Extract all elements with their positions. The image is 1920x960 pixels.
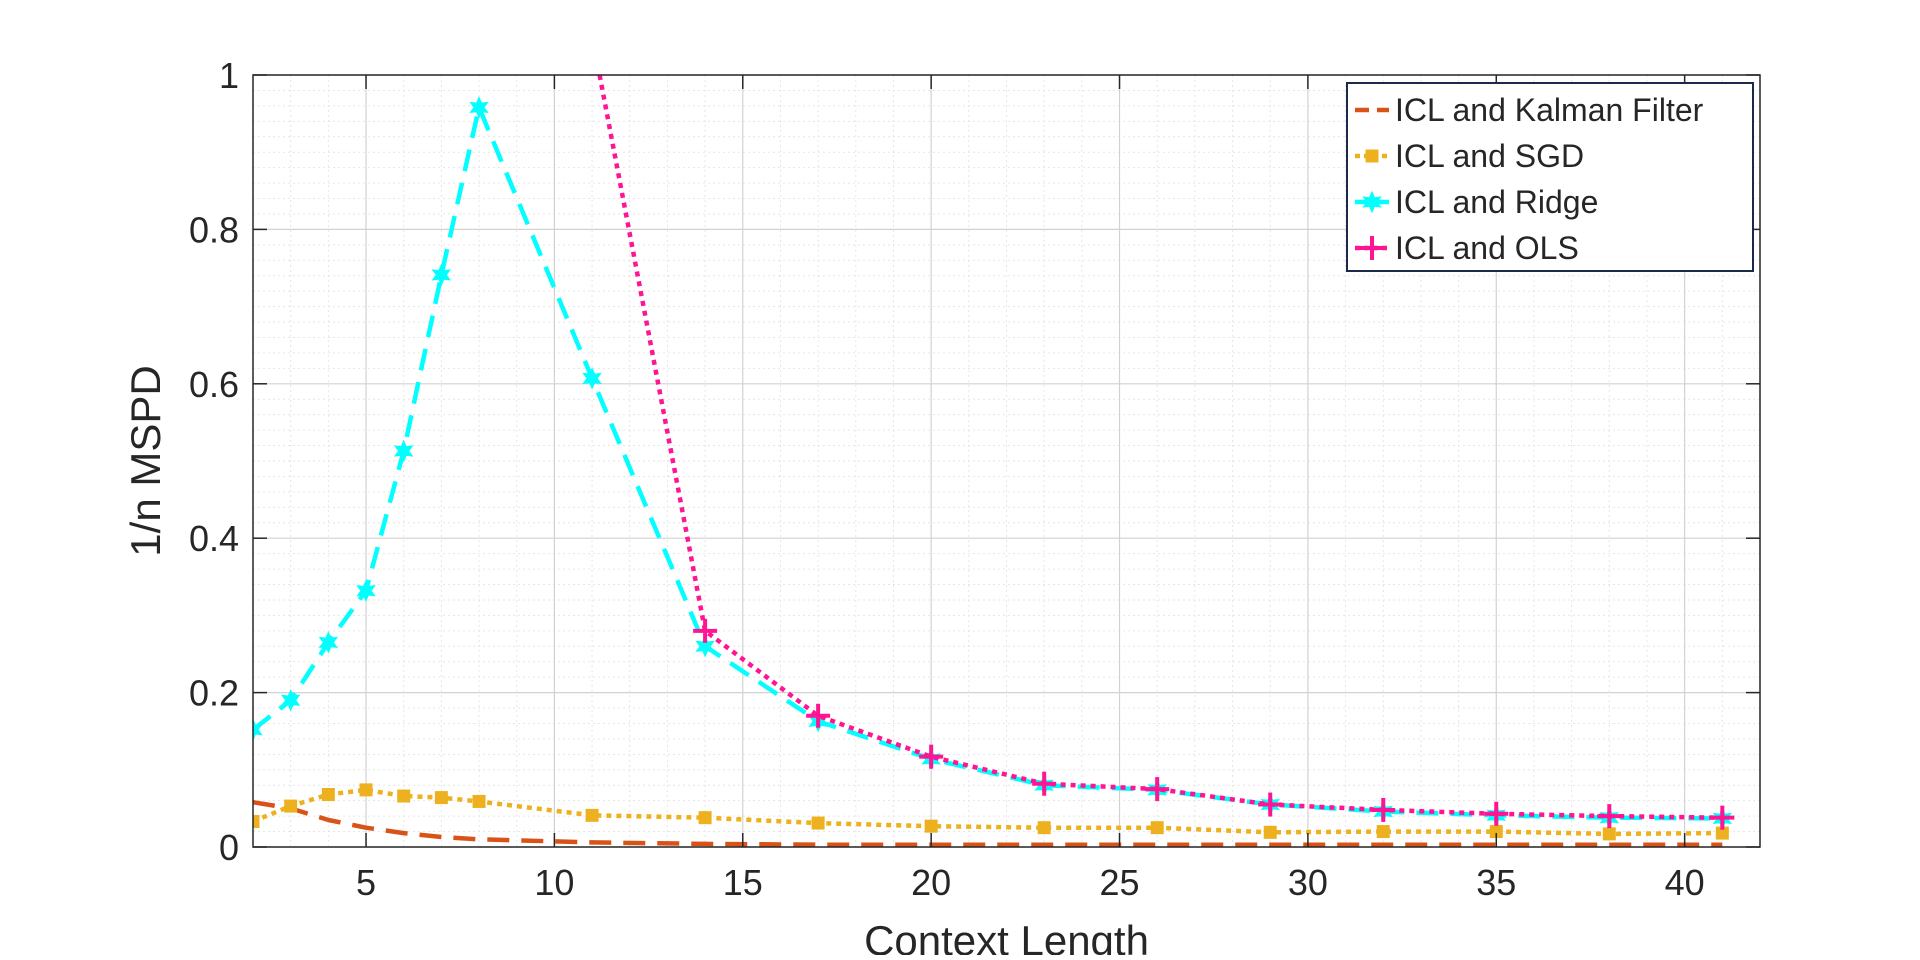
data-point (1150, 821, 1164, 835)
series-icl-and-ols (597, 75, 1735, 830)
data-point (284, 799, 298, 813)
data-point (1258, 792, 1283, 817)
data-point (1032, 771, 1057, 796)
legend: ICL and Kalman Filter ICL and SGD ICL and … (1346, 82, 1754, 272)
x-tick-label: 15 (723, 862, 763, 903)
data-point (924, 819, 938, 833)
data-point (811, 816, 825, 830)
y-axis-title: 1/n MSPD (122, 365, 169, 556)
series-layer (253, 75, 1735, 847)
data-point (359, 783, 373, 797)
legend-box (1346, 82, 1754, 272)
data-point (393, 439, 414, 463)
x-tick-label: 40 (1665, 862, 1705, 903)
data-point (253, 815, 260, 829)
data-point (1376, 825, 1390, 839)
legend-label: ICL and SGD (1395, 138, 1584, 174)
legend-item: ICL and SGD (1355, 138, 1584, 174)
x-tick-label: 10 (534, 862, 574, 903)
series-icl-and-sgd (253, 783, 1729, 841)
data-point (356, 579, 376, 602)
legend-label: ICL and Kalman Filter (1395, 92, 1704, 128)
data-point (280, 689, 301, 712)
x-tick-label: 25 (1100, 862, 1140, 903)
data-point (431, 263, 452, 287)
data-point (806, 703, 831, 728)
series-line (597, 75, 1723, 820)
data-point (693, 618, 718, 643)
x-tick-label: 5 (356, 862, 376, 903)
data-point (1145, 777, 1170, 802)
y-tick-label: 0 (219, 827, 239, 868)
data-point (397, 789, 411, 803)
data-point (1602, 827, 1616, 841)
x-tick-label: 35 (1476, 862, 1516, 903)
x-tick-label: 30 (1288, 862, 1328, 903)
legend-item: ICL and Kalman Filter (1355, 92, 1704, 128)
data-point (253, 718, 263, 741)
legend-item: ICL and Ridge (1355, 184, 1598, 220)
y-tick-label: 1 (219, 55, 239, 96)
data-point (1037, 821, 1051, 835)
y-tick-label: 0.6 (189, 364, 239, 405)
legend-label: ICL and OLS (1395, 230, 1579, 266)
legend-swatch-marker (1360, 236, 1384, 260)
y-tick-label: 0.4 (189, 518, 239, 559)
data-point (321, 788, 335, 802)
data-point (318, 631, 339, 654)
data-point (582, 367, 602, 390)
data-point (1484, 801, 1509, 826)
axis-ticks: 5 10 15 20 25 30 35 40 0 0.2 0.4 0.6 0.8 1 (189, 55, 1760, 903)
data-point (472, 794, 486, 808)
data-point (919, 744, 944, 769)
data-point (1371, 797, 1396, 822)
data-point (469, 96, 489, 119)
data-point (585, 808, 599, 822)
legend-item: ICL and OLS (1355, 230, 1579, 266)
legend-swatch-marker (1365, 149, 1379, 163)
y-tick-label: 0.8 (189, 209, 239, 250)
data-point (695, 635, 715, 658)
x-tick-label: 20 (911, 862, 951, 903)
x-axis-title: Context Length (864, 917, 1149, 955)
series-line (253, 799, 1723, 847)
legend-swatch-marker (1362, 190, 1382, 214)
data-point (698, 811, 712, 825)
plot-area-frame (252, 74, 1761, 848)
data-point (434, 791, 448, 805)
legend-label: ICL and Ridge (1395, 184, 1598, 220)
series-icl-and-kalman-filter (253, 799, 1723, 847)
y-tick-label: 0.2 (189, 673, 239, 714)
data-point (1263, 825, 1277, 839)
data-point (1597, 804, 1622, 829)
data-point (1710, 805, 1735, 830)
